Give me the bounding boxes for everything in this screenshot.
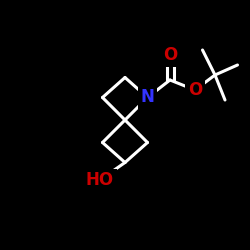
Text: O: O xyxy=(188,81,202,99)
Text: O: O xyxy=(163,46,177,64)
Text: N: N xyxy=(140,88,154,106)
Text: HO: HO xyxy=(86,171,114,189)
